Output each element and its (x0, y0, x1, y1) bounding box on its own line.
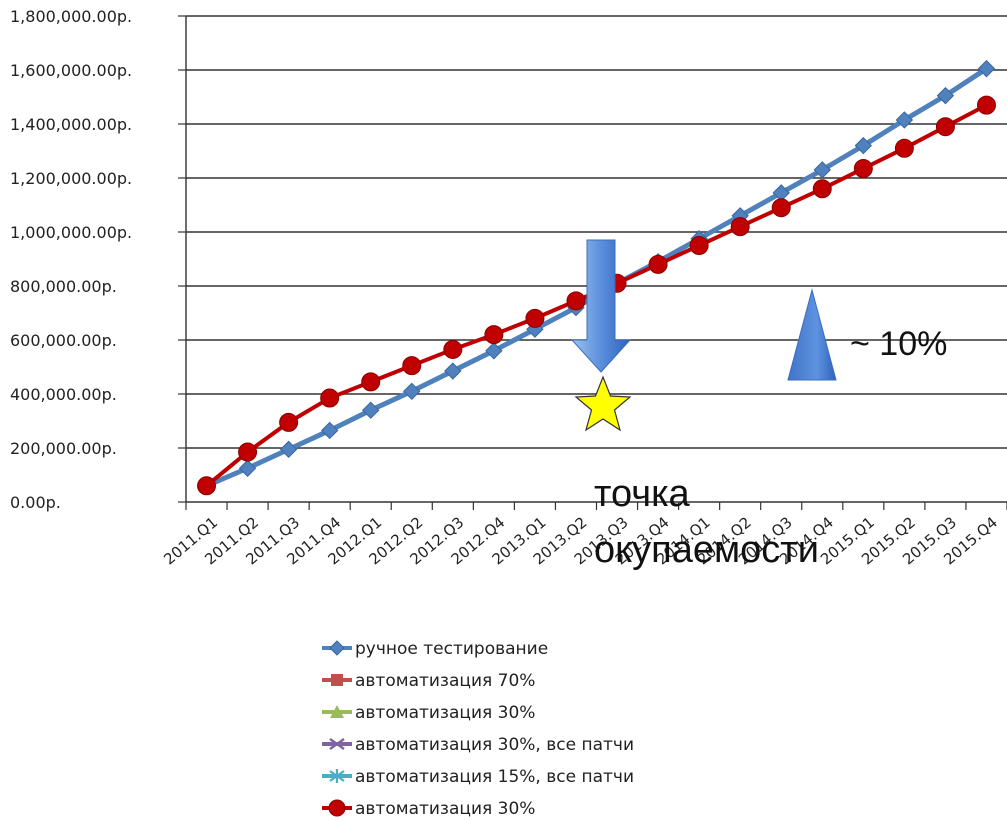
data-point-circle (771, 198, 791, 218)
data-point-circle (853, 159, 873, 179)
x-axis-tick-labels: 2011.Q12011.Q22011.Q32011.Q42012.Q12012.… (160, 513, 1001, 568)
data-point-diamond (238, 459, 257, 477)
legend-label: ручное тестирование (355, 639, 548, 659)
y-tick-label: 1,000,000.00р. (10, 223, 132, 242)
legend-item: автоматизация 30%, все патчи (322, 735, 634, 755)
legend-label: автоматизация 30% (355, 799, 535, 819)
y-tick-label: 0.00р. (10, 493, 61, 512)
legend-marker-square (331, 674, 343, 686)
data-point-diamond (320, 421, 339, 440)
percent-label: ~ 10% (850, 325, 947, 363)
data-point-diamond (977, 59, 996, 78)
data-point-circle (361, 372, 381, 392)
payback-arrow (570, 239, 632, 373)
data-point-circle (525, 308, 545, 328)
y-tick-label: 1,400,000.00р. (10, 115, 132, 134)
data-point-circle (730, 217, 750, 237)
legend-item: автоматизация 30% (322, 799, 535, 819)
data-point-diamond (329, 640, 345, 656)
legend-label: автоматизация 70% (355, 671, 535, 691)
y-tick-label: 1,800,000.00р. (10, 7, 132, 26)
y-tick-label: 200,000.00р. (10, 439, 117, 458)
data-point-diamond (485, 342, 503, 360)
difference-triangle (787, 288, 837, 381)
data-point-circle (812, 179, 832, 199)
legend-marker-x (329, 737, 345, 751)
legend-item: ручное тестирование (322, 639, 548, 659)
data-point-diamond (895, 111, 914, 129)
data-point-diamond (279, 440, 298, 459)
data-point-circle (320, 388, 340, 408)
data-point-circle (328, 799, 346, 817)
data-point-circle (443, 339, 463, 359)
legend-label: автоматизация 30%, все патчи (355, 735, 634, 755)
data-point-circle (894, 138, 914, 158)
data-point-circle (935, 117, 955, 137)
data-point-circle (197, 476, 217, 496)
y-tick-label: 800,000.00р. (10, 277, 117, 296)
data-point-diamond (854, 136, 873, 155)
y-tick-label: 400,000.00р. (10, 385, 117, 404)
y-tick-label: 1,200,000.00р. (10, 169, 132, 188)
data-point-circle (566, 291, 586, 311)
data-point-diamond (403, 382, 421, 401)
payback-label-line2: окупаемости (594, 529, 819, 571)
legend-item: автоматизация 30% (322, 703, 535, 723)
y-tick-label: 1,600,000.00р. (10, 61, 132, 80)
y-axis-tick-labels: 0.00р. 200,000.00р. 400,000.00р. 600,000.00… (10, 7, 132, 512)
payback-label-line1: точка (594, 473, 691, 515)
legend-label: автоматизация 15%, все патчи (355, 767, 634, 787)
legend-marker-triangle (330, 705, 344, 718)
data-point-circle (484, 325, 504, 345)
data-point-circle (976, 95, 996, 115)
data-point-circle (648, 254, 668, 274)
y-tick-label: 600,000.00р. (10, 331, 117, 350)
legend-item: автоматизация 15%, все патчи (322, 767, 634, 787)
data-point-diamond (444, 362, 462, 380)
data-point-circle (279, 412, 299, 432)
data-point-diamond (362, 401, 380, 419)
legend-label: автоматизация 30% (355, 703, 535, 723)
data-point-circle (238, 442, 258, 462)
legend-item: автоматизация 70% (322, 671, 535, 691)
axes (185, 16, 1007, 510)
data-point-circle (689, 236, 709, 255)
data-point-diamond (936, 86, 955, 105)
data-point-diamond (813, 161, 831, 179)
legend: ручное тестирование автоматизация 70% авто… (322, 639, 634, 819)
payback-star (574, 375, 632, 432)
data-point-circle (402, 356, 422, 376)
